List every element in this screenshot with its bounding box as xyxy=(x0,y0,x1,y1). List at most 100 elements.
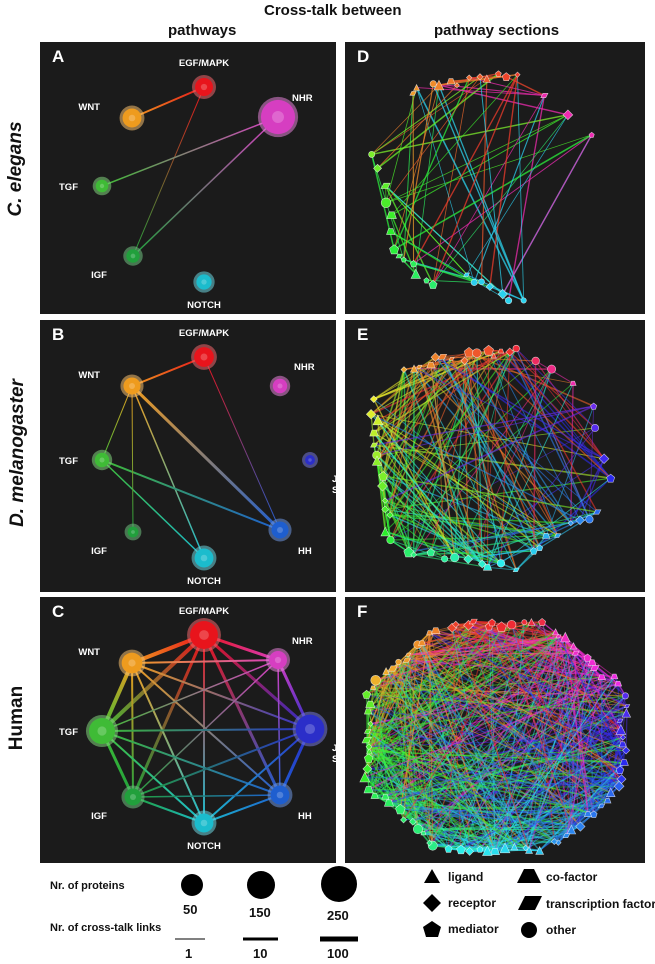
section-node xyxy=(405,652,412,657)
panel-b-pathway-network: EGF/MAPK WNT NHR TGF JAK/STAT IGF HH NOTCH B xyxy=(40,320,336,592)
header-cross-talk: Cross-talk between xyxy=(264,2,402,19)
section-node xyxy=(496,621,507,632)
link-tgf-jak-stat xyxy=(101,728,311,732)
section-link xyxy=(413,134,592,265)
section-node xyxy=(446,78,456,85)
section-node xyxy=(363,753,374,763)
section-node xyxy=(402,657,411,663)
section-link xyxy=(479,76,504,295)
section-link xyxy=(385,87,417,203)
section-link xyxy=(434,356,572,524)
section-node xyxy=(569,642,578,650)
section-node xyxy=(499,842,511,854)
section-link xyxy=(545,519,581,537)
section-link xyxy=(531,621,603,678)
section-link xyxy=(367,710,559,844)
section-link xyxy=(432,74,519,285)
section-node xyxy=(538,618,547,626)
section-link xyxy=(464,360,541,548)
section-node xyxy=(413,83,421,91)
section-link xyxy=(430,364,590,520)
section-node xyxy=(387,665,398,672)
section-node xyxy=(619,759,629,766)
section-link xyxy=(399,654,409,810)
section-node xyxy=(380,197,392,208)
node-label-tgf: TGF xyxy=(59,727,78,738)
section-node xyxy=(522,844,529,852)
section-link xyxy=(412,720,621,823)
section-node xyxy=(363,786,374,794)
section-link xyxy=(421,642,602,678)
section-link xyxy=(448,743,624,850)
link-wnt-notch xyxy=(131,385,205,559)
section-link xyxy=(507,95,546,301)
section-node xyxy=(567,520,574,527)
section-link xyxy=(468,558,502,564)
section-node xyxy=(369,429,379,437)
section-link xyxy=(388,802,581,827)
section-link xyxy=(432,95,545,285)
section-node xyxy=(588,131,595,138)
section-node xyxy=(370,793,379,799)
section-link xyxy=(466,114,569,275)
section-link xyxy=(389,351,511,516)
section-node xyxy=(378,471,388,481)
section-link xyxy=(391,114,569,216)
header-pathway-sections: pathway sections xyxy=(434,22,560,39)
section-node xyxy=(584,811,592,817)
section-node xyxy=(367,720,374,727)
section-node xyxy=(505,347,515,357)
section-link xyxy=(413,534,558,556)
section-node xyxy=(476,845,484,853)
section-link xyxy=(383,475,598,513)
link-tgf-notch xyxy=(101,730,205,824)
section-node xyxy=(610,673,619,680)
section-links xyxy=(370,347,612,571)
section-link xyxy=(400,808,581,828)
section-link xyxy=(377,351,511,421)
section-link xyxy=(423,813,589,834)
section-link xyxy=(412,736,624,823)
section-link xyxy=(555,631,572,830)
node-core-igf xyxy=(130,794,136,800)
section-link xyxy=(435,356,574,384)
section-node xyxy=(476,73,484,81)
protein-size-150: 150 xyxy=(249,905,271,920)
section-node xyxy=(441,555,449,563)
section-node xyxy=(369,395,378,404)
section-node xyxy=(463,272,471,277)
section-link xyxy=(373,432,558,536)
section-node xyxy=(520,297,527,304)
link-count-1: 1 xyxy=(185,946,193,961)
section-node xyxy=(465,846,475,856)
section-node xyxy=(409,91,417,96)
link-count-10: 10 xyxy=(253,946,268,961)
section-link xyxy=(374,635,559,797)
section-links xyxy=(370,72,593,301)
section-link xyxy=(429,632,621,722)
section-node xyxy=(409,259,418,268)
section-link xyxy=(371,114,569,156)
network-c: EGF/MAPK WNT NHR TGF JAK/STAT IGF HH NOTCH xyxy=(59,606,336,852)
node-core-hh xyxy=(276,791,284,799)
section-node xyxy=(555,634,562,639)
section-link xyxy=(509,351,596,429)
section-link xyxy=(489,74,519,287)
section-node xyxy=(603,798,612,804)
section-node xyxy=(400,816,408,824)
section-link xyxy=(403,621,532,821)
node-label-nhr: NHR xyxy=(294,362,315,373)
section-link xyxy=(391,74,518,216)
node-core-wnt xyxy=(128,114,136,122)
node-label-nhr: NHR xyxy=(292,93,313,104)
section-link xyxy=(372,687,470,852)
section-node xyxy=(613,780,625,792)
legend-ligand: ligand xyxy=(448,870,484,884)
section-node xyxy=(389,244,400,255)
node-core-hh xyxy=(277,527,283,533)
node-core-nhr xyxy=(277,383,283,389)
section-link xyxy=(413,554,488,568)
section-link xyxy=(504,800,608,849)
species-label-human: Human xyxy=(6,685,27,751)
mediator-shape-icon xyxy=(423,921,441,937)
